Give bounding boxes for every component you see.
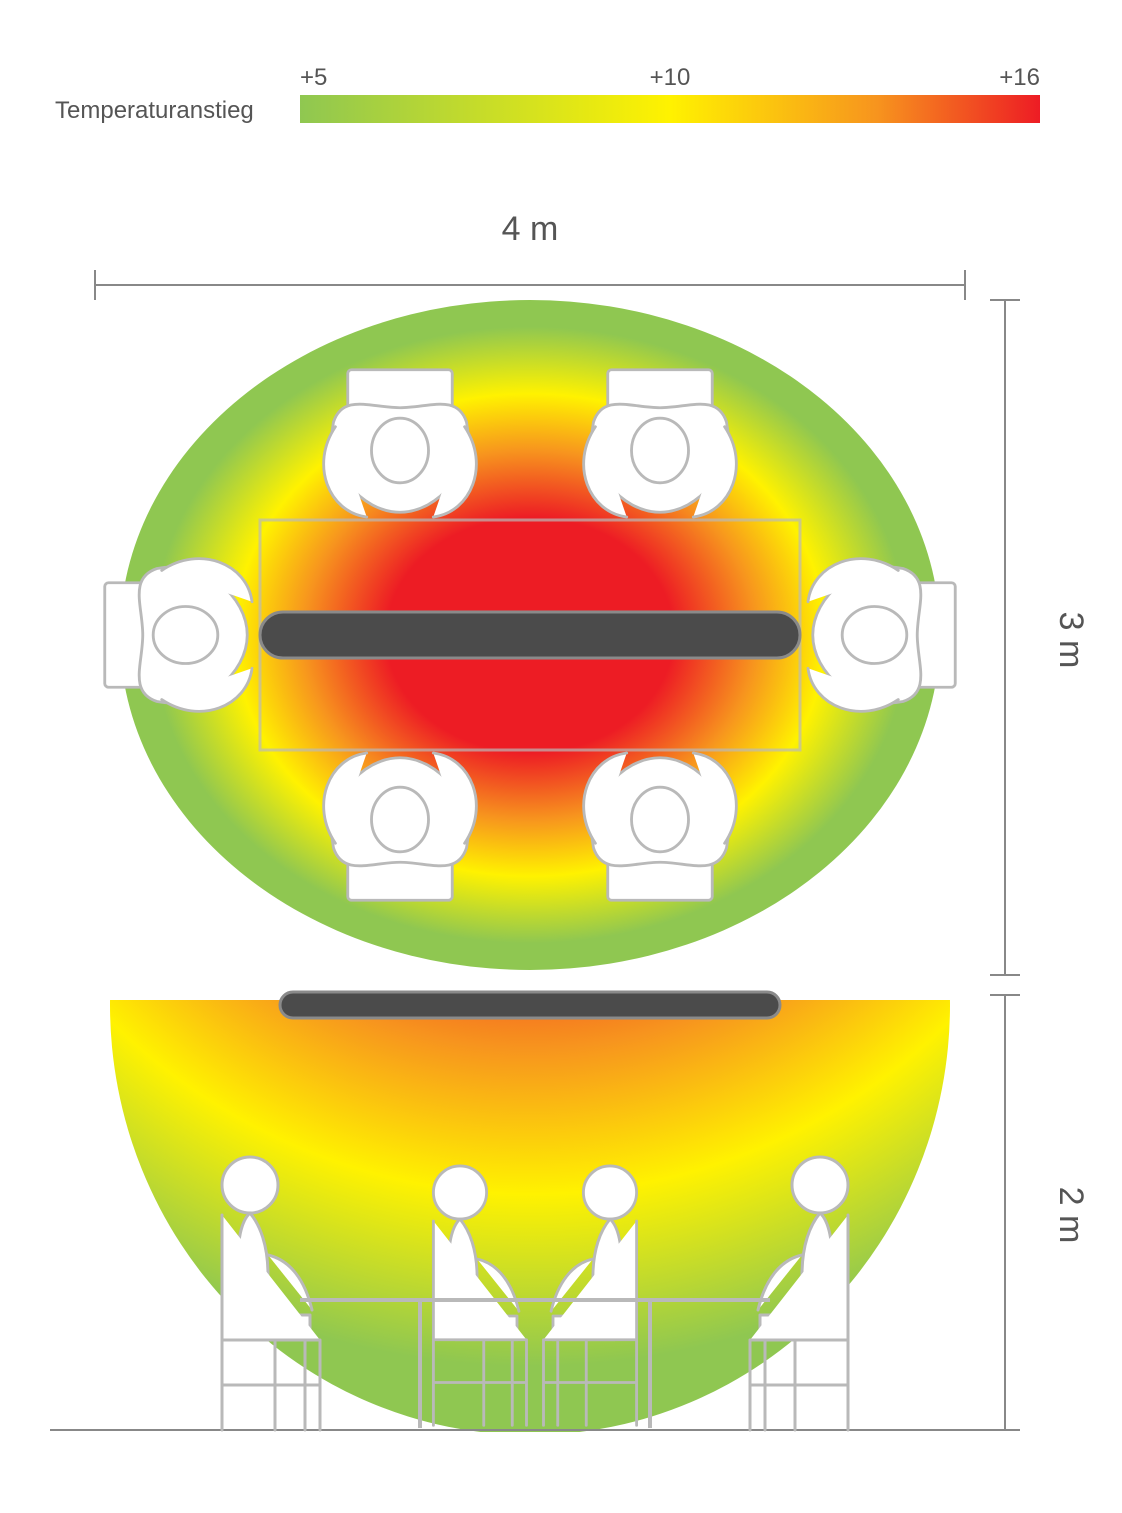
person-top-icon (808, 559, 955, 712)
legend-tick-low: +5 (300, 64, 327, 91)
dimension-width: 4 m (95, 210, 965, 300)
legend-tick-high: +16 (999, 64, 1040, 91)
dimension-width-label: 4 m (502, 210, 559, 248)
dimension-height-bottom: 2 m (990, 995, 1090, 1430)
person-top-icon (324, 753, 477, 900)
person-top-icon (324, 370, 477, 517)
legend-gradient-bar (300, 95, 1040, 123)
dimension-height-top-label: 3 m (1052, 612, 1090, 669)
person-top-icon (105, 559, 252, 712)
person-top-icon (584, 370, 737, 517)
heater-top-view (260, 612, 800, 658)
legend-title: Temperaturanstieg (55, 97, 254, 124)
dimension-height-top: 3 m (990, 300, 1090, 975)
dimension-height-bottom-label: 2 m (1052, 1187, 1090, 1244)
legend-tick-mid: +10 (650, 64, 691, 91)
heater-side-view (280, 992, 780, 1018)
person-top-icon (584, 753, 737, 900)
top-view (105, 300, 956, 970)
